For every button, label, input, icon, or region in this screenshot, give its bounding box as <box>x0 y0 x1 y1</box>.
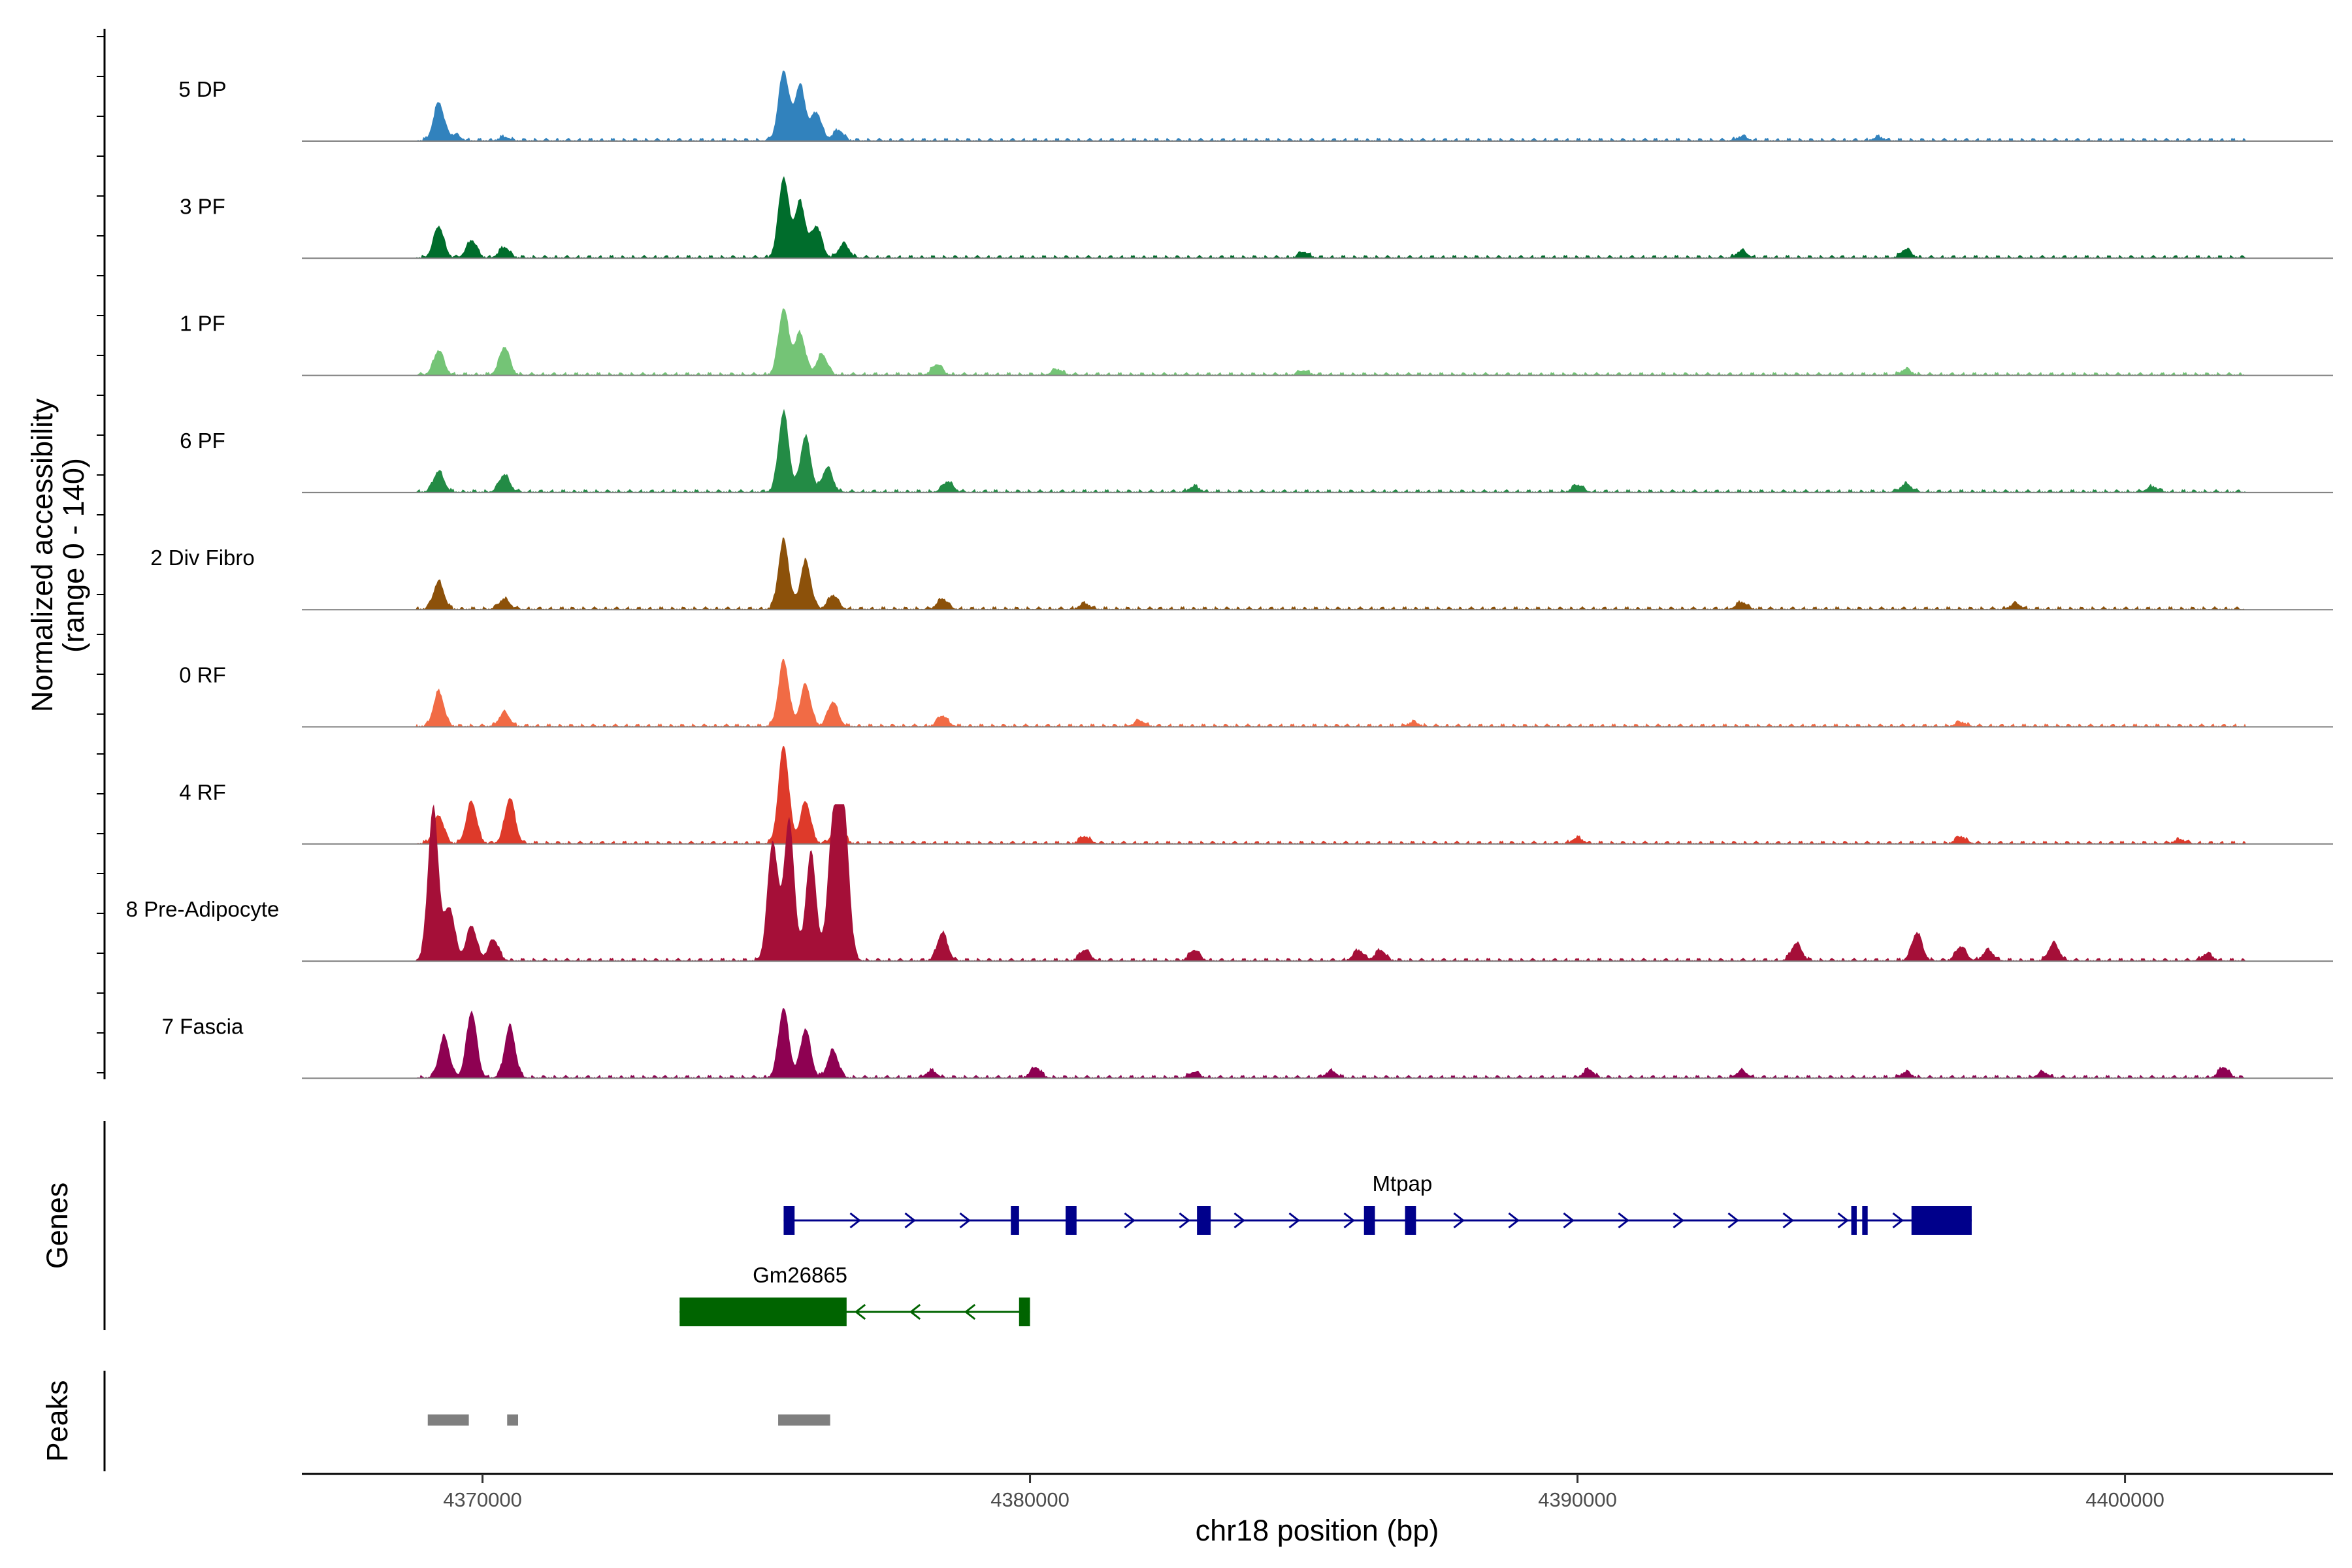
gene-gm26865: Gm26865 <box>679 1263 1030 1326</box>
track-label: 3 PF <box>180 194 225 218</box>
gene-exon <box>1019 1298 1030 1326</box>
track-3: 1 PF <box>180 308 2333 376</box>
strand-arrow <box>1563 1212 1575 1229</box>
track-4: 6 PF <box>180 408 2333 493</box>
coverage-area <box>302 176 2333 259</box>
track-7: 4 RF <box>179 745 2333 845</box>
track-5: 2 Div Fibro <box>150 537 2333 611</box>
coverage-area <box>302 537 2333 610</box>
strand-arrow <box>1288 1212 1300 1229</box>
strand-arrow <box>854 1303 866 1320</box>
peak-region <box>778 1414 830 1426</box>
x-tick-label: 4400000 <box>2085 1488 2164 1511</box>
track-6: 0 RF <box>179 659 2333 728</box>
gene-exon <box>1911 1206 1972 1235</box>
gene-exon <box>679 1298 847 1326</box>
coverage-area <box>302 1008 2333 1079</box>
y-axis-label-line2: (range 0 - 140) <box>57 458 90 653</box>
coverage-area <box>302 804 2333 962</box>
gene-exon <box>1405 1206 1416 1235</box>
strand-arrow <box>964 1303 976 1320</box>
coverage-area <box>302 745 2333 844</box>
peaks-panel-label: Peaks <box>41 1380 74 1462</box>
strand-arrow <box>1179 1212 1190 1229</box>
strand-arrow <box>1837 1212 1849 1229</box>
strand-arrow <box>1782 1212 1794 1229</box>
track-label: 8 Pre-Adipocyte <box>126 897 280 921</box>
gene-name-label: Mtpap <box>1373 1171 1433 1196</box>
strand-arrow <box>1892 1212 1904 1229</box>
track-label: 4 RF <box>179 780 226 804</box>
strand-arrow <box>909 1303 921 1320</box>
coverage-area <box>302 71 2333 141</box>
x-tick-label: 4370000 <box>443 1488 522 1511</box>
track-8: 8 Pre-Adipocyte <box>126 804 2333 962</box>
x-axis-ticks: 4370000 4380000 4390000 4400000 <box>443 1474 2164 1511</box>
strand-arrow <box>1233 1212 1245 1229</box>
gene-exon <box>1066 1206 1077 1235</box>
track-label: 0 RF <box>179 663 226 687</box>
gene-exon <box>1011 1206 1019 1235</box>
peak-region <box>507 1414 519 1426</box>
track-label: 5 DP <box>178 77 226 101</box>
gene-exon <box>1851 1206 1857 1235</box>
gene-exon <box>783 1206 795 1235</box>
coverage-area <box>302 408 2333 493</box>
gene-annotation-track: Mtpap Gm26865 <box>679 1171 1972 1326</box>
gene-name-label: Gm26865 <box>753 1263 847 1287</box>
y-axis-label-line1: Normalized accessibility <box>25 398 59 712</box>
track-1: 5 DP <box>178 71 2333 142</box>
gene-exon <box>1862 1206 1868 1235</box>
strand-arrow <box>1508 1212 1520 1229</box>
x-tick-label: 4390000 <box>1538 1488 1617 1511</box>
track-label: 7 Fascia <box>162 1014 244 1038</box>
strand-arrow <box>1727 1212 1739 1229</box>
coverage-area <box>302 308 2333 376</box>
strand-arrow <box>1124 1212 1135 1229</box>
track-2: 3 PF <box>180 176 2333 259</box>
genes-panel-label: Genes <box>41 1183 74 1269</box>
peak-region <box>427 1414 469 1426</box>
strand-arrow <box>1343 1212 1355 1229</box>
strand-arrow <box>1453 1212 1465 1229</box>
x-tick-label: 4380000 <box>990 1488 1070 1511</box>
x-axis-label: chr18 position (bp) <box>1196 1514 1439 1547</box>
gene-exon <box>1197 1206 1211 1235</box>
track-label: 1 PF <box>180 312 225 336</box>
track-9: 7 Fascia <box>162 1008 2333 1079</box>
track-label: 6 PF <box>180 429 225 453</box>
track-label: 2 Div Fibro <box>150 546 255 570</box>
strand-arrow <box>1673 1212 1684 1229</box>
strand-arrow <box>904 1212 916 1229</box>
strand-arrow <box>1618 1212 1629 1229</box>
gene-mtpap: Mtpap <box>783 1171 1972 1235</box>
strand-arrow <box>849 1212 861 1229</box>
coverage-area <box>302 659 2333 727</box>
coverage-y-axis-ticks <box>97 36 105 1073</box>
strand-arrow <box>959 1212 971 1229</box>
coverage-tracks: 5 DP 3 PF 1 PF 6 PF 2 Div Fibro 0 RF 4 RF 8 Pre… <box>126 71 2333 1079</box>
peaks-track <box>427 1414 830 1426</box>
gene-exon <box>1364 1206 1375 1235</box>
